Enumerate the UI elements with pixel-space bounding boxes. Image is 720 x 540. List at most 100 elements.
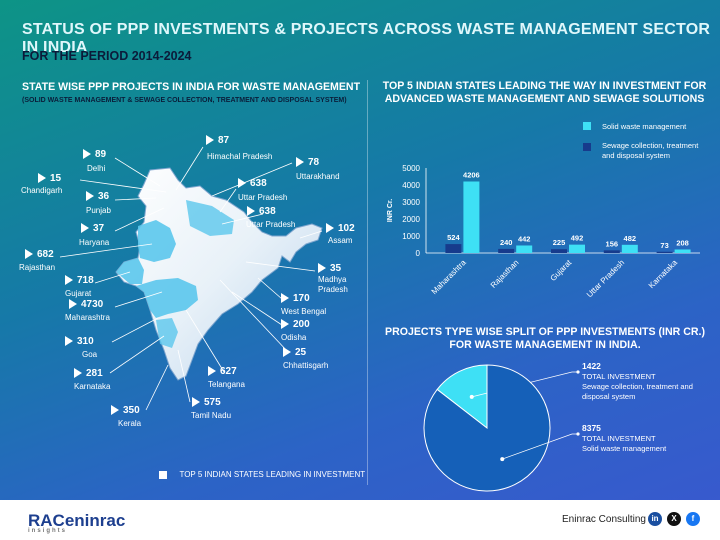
- state-callout-name: Telangana: [208, 380, 245, 389]
- pie-callout-end-dot: [576, 370, 580, 374]
- pie-callout-end-dot: [576, 432, 580, 436]
- bar-value-label: 208: [676, 238, 689, 247]
- bar-solid-waste: [621, 244, 638, 253]
- bar-value-label: 482: [624, 234, 637, 243]
- state-callout-value: 200: [281, 319, 310, 330]
- pie-slice-solid-waste: [423, 364, 551, 492]
- maharashtra-highlight: [136, 278, 198, 318]
- linkedin-icon[interactable]: in: [648, 512, 662, 526]
- facebook-icon[interactable]: f: [686, 512, 700, 526]
- state-callout-value: 627: [208, 366, 237, 377]
- legend-swatch-solid: [583, 122, 591, 130]
- state-callout-name: Gujarat: [65, 289, 92, 298]
- y-axis-label: INR Cr.: [387, 199, 394, 222]
- state-callout-name: Rajasthan: [19, 263, 56, 272]
- bar-chart-title: TOP 5 INDIAN STATES LEADING THE WAY IN I…: [382, 80, 707, 106]
- state-callout-value: 15: [38, 173, 61, 184]
- map-section-subtitle: (SOLID WASTE MANAGEMENT & SEWAGE COLLECT…: [22, 97, 347, 104]
- legend-swatch-sewage: [583, 143, 591, 151]
- pie-chart-title: PROJECTS TYPE WISE SPLIT OF PPP INVESTME…: [385, 326, 706, 352]
- y-tick-label: 2000: [402, 215, 420, 224]
- callout-lines: [59, 146, 323, 411]
- pie-callout-caption: TOTAL INVESTMENT: [582, 434, 656, 444]
- x-icon[interactable]: X: [667, 512, 681, 526]
- bar-sewage: [445, 244, 462, 253]
- pie-slice-sewage: [436, 364, 488, 430]
- bar-solid-waste: [463, 181, 480, 253]
- state-callout-value: 4730: [69, 299, 103, 310]
- y-tick-label: 1000: [402, 232, 420, 241]
- bar-value-label: 156: [606, 239, 619, 248]
- pie-callout-value: 1422: [582, 361, 601, 371]
- state-callout-name: Tamil Nadu: [191, 411, 232, 420]
- state-callout-name: Chandigarh: [21, 186, 63, 195]
- state-callout-value: 78: [296, 157, 319, 168]
- rajasthan-highlight: [138, 220, 176, 262]
- page-period: FOR THE PERIOD 2014-2024: [22, 49, 192, 63]
- pie-callout-solid: 8375 TOTAL INVESTMENT Solid waste manage…: [582, 423, 666, 454]
- bar-value-label: 240: [500, 238, 513, 247]
- pie-callout-name: Sewage collection, treatment and disposa…: [582, 381, 693, 401]
- bar-value-label: 225: [553, 238, 566, 247]
- state-callout-value: 25: [283, 347, 306, 358]
- state-callout-value: 638: [238, 178, 267, 189]
- pie-callout-value: 8375: [582, 423, 601, 433]
- state-callout-name: Odisha: [281, 333, 307, 342]
- state-callout-value: 575: [192, 397, 221, 408]
- map-section-title: STATE WISE PPP PROJECTS IN INDIA FOR WAS…: [22, 81, 361, 93]
- y-tick-label: 5000: [402, 164, 420, 173]
- state-callout-name: Karnataka: [74, 382, 111, 391]
- state-callout-name: Haryana: [79, 238, 110, 247]
- brand-logo: RACeninrac insights: [28, 511, 125, 534]
- bar-solid-waste: [516, 245, 533, 253]
- state-callout-name: Himachal Pradesh: [207, 152, 273, 161]
- legend-label: TOP 5 INDIAN STATES LEADING IN INVESTMEN…: [179, 470, 366, 480]
- pie-callout-name: Solid waste management: [582, 443, 667, 453]
- state-callout-value: 87: [206, 135, 229, 146]
- y-tick-label: 4000: [402, 181, 420, 190]
- state-callout-name: Maharashtra: [65, 313, 110, 322]
- footer: RACeninrac insights Eninrac Consulting i…: [0, 500, 720, 540]
- state-callout-value: 35: [318, 263, 341, 274]
- state-callout-name: Chhattisgarh: [283, 361, 329, 370]
- legend-label-solid: Solid waste management: [602, 122, 687, 131]
- state-callout-value: 350: [111, 405, 140, 416]
- state-callout-name: Punjab: [86, 206, 111, 215]
- bar-solid-waste: [569, 244, 585, 253]
- bar-solid-waste: [674, 249, 691, 253]
- state-callout-name: Delhi: [87, 164, 106, 173]
- gujarat-highlight: [116, 258, 144, 284]
- state-callout-value: 281: [74, 368, 103, 379]
- state-callout-value: 638: [247, 206, 276, 217]
- pie-callout-sewage: 1422 TOTAL INVESTMENT Sewage collection,…: [582, 361, 702, 401]
- state-callout-name: Assam: [328, 236, 353, 245]
- uttar-pradesh-highlight: [186, 200, 234, 236]
- bar-value-label: 524: [447, 233, 460, 242]
- bar-value-label: 442: [518, 234, 531, 243]
- state-callout-name: Kerala: [118, 419, 142, 428]
- state-callout-value: 36: [86, 191, 109, 202]
- state-callout-value: 89: [83, 149, 106, 160]
- state-callout-value: 170: [281, 293, 310, 304]
- map-legend: TOP 5 INDIAN STATES LEADING IN INVESTMEN…: [159, 466, 365, 484]
- brand-tag: insights: [28, 528, 68, 534]
- y-tick-label: 3000: [402, 198, 420, 207]
- state-callout-value: 37: [81, 223, 104, 234]
- bar-value-label: 4206: [463, 170, 480, 179]
- legend-label-sewage: Sewage collection, treatment and disposal…: [602, 141, 699, 160]
- bar-sewage: [656, 251, 673, 253]
- state-callout-value: 682: [25, 249, 54, 260]
- state-callout-name: Madhya Pradesh: [318, 275, 348, 294]
- company-name: Eninrac Consulting: [562, 514, 646, 525]
- bar-sewage: [551, 249, 567, 253]
- pie-callout-line: [502, 433, 578, 460]
- page-title: STATUS OF PPP INVESTMENTS & PROJECTS ACR…: [22, 21, 711, 56]
- bar-value-label: 492: [571, 234, 584, 243]
- state-callout-value: 718: [65, 275, 94, 286]
- bar-sewage: [603, 250, 620, 253]
- karnataka-highlight: [156, 318, 178, 348]
- bar-sewage: [498, 248, 515, 253]
